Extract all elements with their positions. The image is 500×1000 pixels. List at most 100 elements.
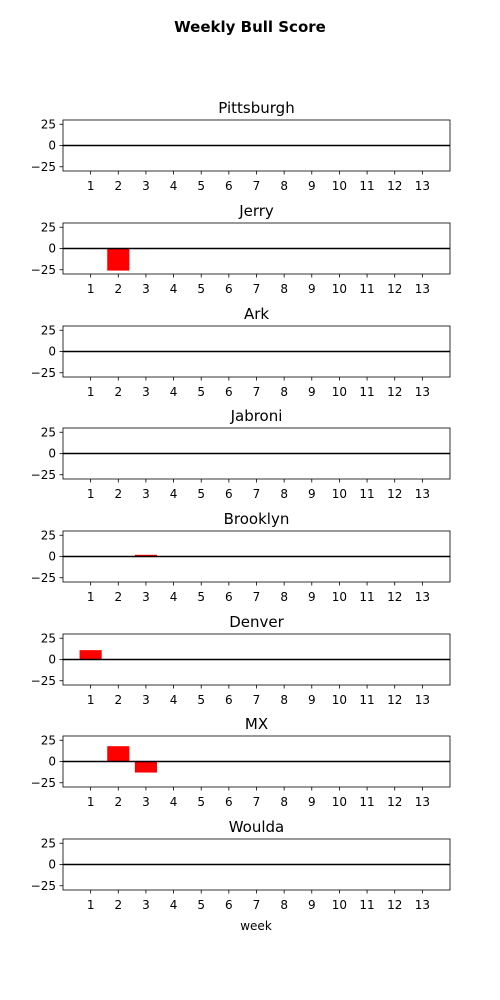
x-tick-label: 3 [142,795,150,809]
x-tick-label: 3 [142,385,150,399]
x-tick-label: 4 [170,693,178,707]
x-tick-label: 8 [280,385,288,399]
x-tick-label: 12 [387,693,402,707]
y-tick-label: −25 [31,674,56,688]
x-tick-label: 8 [280,795,288,809]
x-tick-label: 4 [170,795,178,809]
x-tick-label: 12 [387,179,402,193]
x-tick-label: 7 [253,487,261,501]
y-tick-label: −25 [31,263,56,277]
x-tick-label: 13 [415,179,430,193]
x-tick-label: 5 [197,487,205,501]
x-tick-label: 12 [387,487,402,501]
x-tick-label: 4 [170,179,178,193]
y-tick-label: −25 [31,879,56,893]
x-tick-label: 9 [308,179,316,193]
y-tick-label: 25 [41,528,56,542]
x-tick-label: 6 [225,385,233,399]
y-tick-label: 0 [48,345,56,359]
x-tick-label: 6 [225,693,233,707]
x-tick-label: 3 [142,590,150,604]
x-tick-label: 10 [332,590,347,604]
chart-title: Weekly Bull Score [174,18,326,36]
x-tick-label: 10 [332,179,347,193]
x-tick-label: 10 [332,282,347,296]
subplot-title: Woulda [229,818,285,836]
x-tick-label: 7 [253,693,261,707]
x-tick-label: 9 [308,282,316,296]
x-tick-label: 2 [114,385,122,399]
x-tick-label: 5 [197,795,205,809]
y-tick-label: 25 [41,631,56,645]
x-tick-label: 4 [170,898,178,912]
x-tick-label: 7 [253,179,261,193]
x-tick-label: 7 [253,898,261,912]
x-tick-label: 1 [87,487,95,501]
x-tick-label: 10 [332,487,347,501]
x-tick-label: 1 [87,282,95,296]
y-tick-label: −25 [31,366,56,380]
y-tick-label: 0 [48,139,56,153]
subplot-title: Pittsburgh [218,99,294,117]
x-tick-label: 6 [225,590,233,604]
x-tick-label: 11 [359,179,374,193]
x-tick-label: 4 [170,590,178,604]
x-tick-label: 11 [359,693,374,707]
y-tick-label: 25 [41,220,56,234]
y-tick-label: 25 [41,836,56,850]
x-tick-label: 2 [114,898,122,912]
x-tick-label: 10 [332,693,347,707]
x-tick-label: 11 [359,590,374,604]
y-tick-label: 25 [41,117,56,131]
y-tick-label: 25 [41,733,56,747]
x-tick-label: 5 [197,590,205,604]
x-tick-label: 2 [114,795,122,809]
y-tick-label: 0 [48,550,56,564]
x-tick-label: 6 [225,282,233,296]
x-tick-label: 13 [415,693,430,707]
x-tick-label: 3 [142,487,150,501]
x-tick-label: 3 [142,282,150,296]
x-tick-label: 9 [308,795,316,809]
y-tick-label: 0 [48,858,56,872]
x-tick-label: 4 [170,385,178,399]
x-tick-label: 7 [253,385,261,399]
x-tick-label: 11 [359,385,374,399]
x-tick-label: 6 [225,898,233,912]
x-tick-label: 13 [415,487,430,501]
x-tick-label: 1 [87,590,95,604]
y-tick-label: −25 [31,571,56,585]
x-tick-label: 6 [225,795,233,809]
subplot-title: Jerry [238,202,274,220]
x-tick-label: 13 [415,282,430,296]
subplot-title: Brooklyn [224,510,290,528]
x-tick-label: 9 [308,590,316,604]
x-tick-label: 13 [415,898,430,912]
y-tick-label: 25 [41,323,56,337]
x-tick-label: 8 [280,282,288,296]
bar-week-3 [134,761,157,773]
subplot-title: MX [245,715,268,733]
x-tick-label: 4 [170,282,178,296]
x-tick-label: 1 [87,898,95,912]
x-tick-label: 8 [280,487,288,501]
x-tick-label: 6 [225,487,233,501]
x-tick-label: 8 [280,693,288,707]
x-tick-label: 5 [197,282,205,296]
y-tick-label: −25 [31,468,56,482]
bar-week-1 [79,650,102,660]
x-tick-label: 8 [280,179,288,193]
x-tick-label: 2 [114,179,122,193]
x-tick-label: 12 [387,385,402,399]
x-tick-label: 11 [359,898,374,912]
y-tick-label: 25 [41,425,56,439]
x-tick-label: 2 [114,590,122,604]
x-tick-label: 6 [225,179,233,193]
